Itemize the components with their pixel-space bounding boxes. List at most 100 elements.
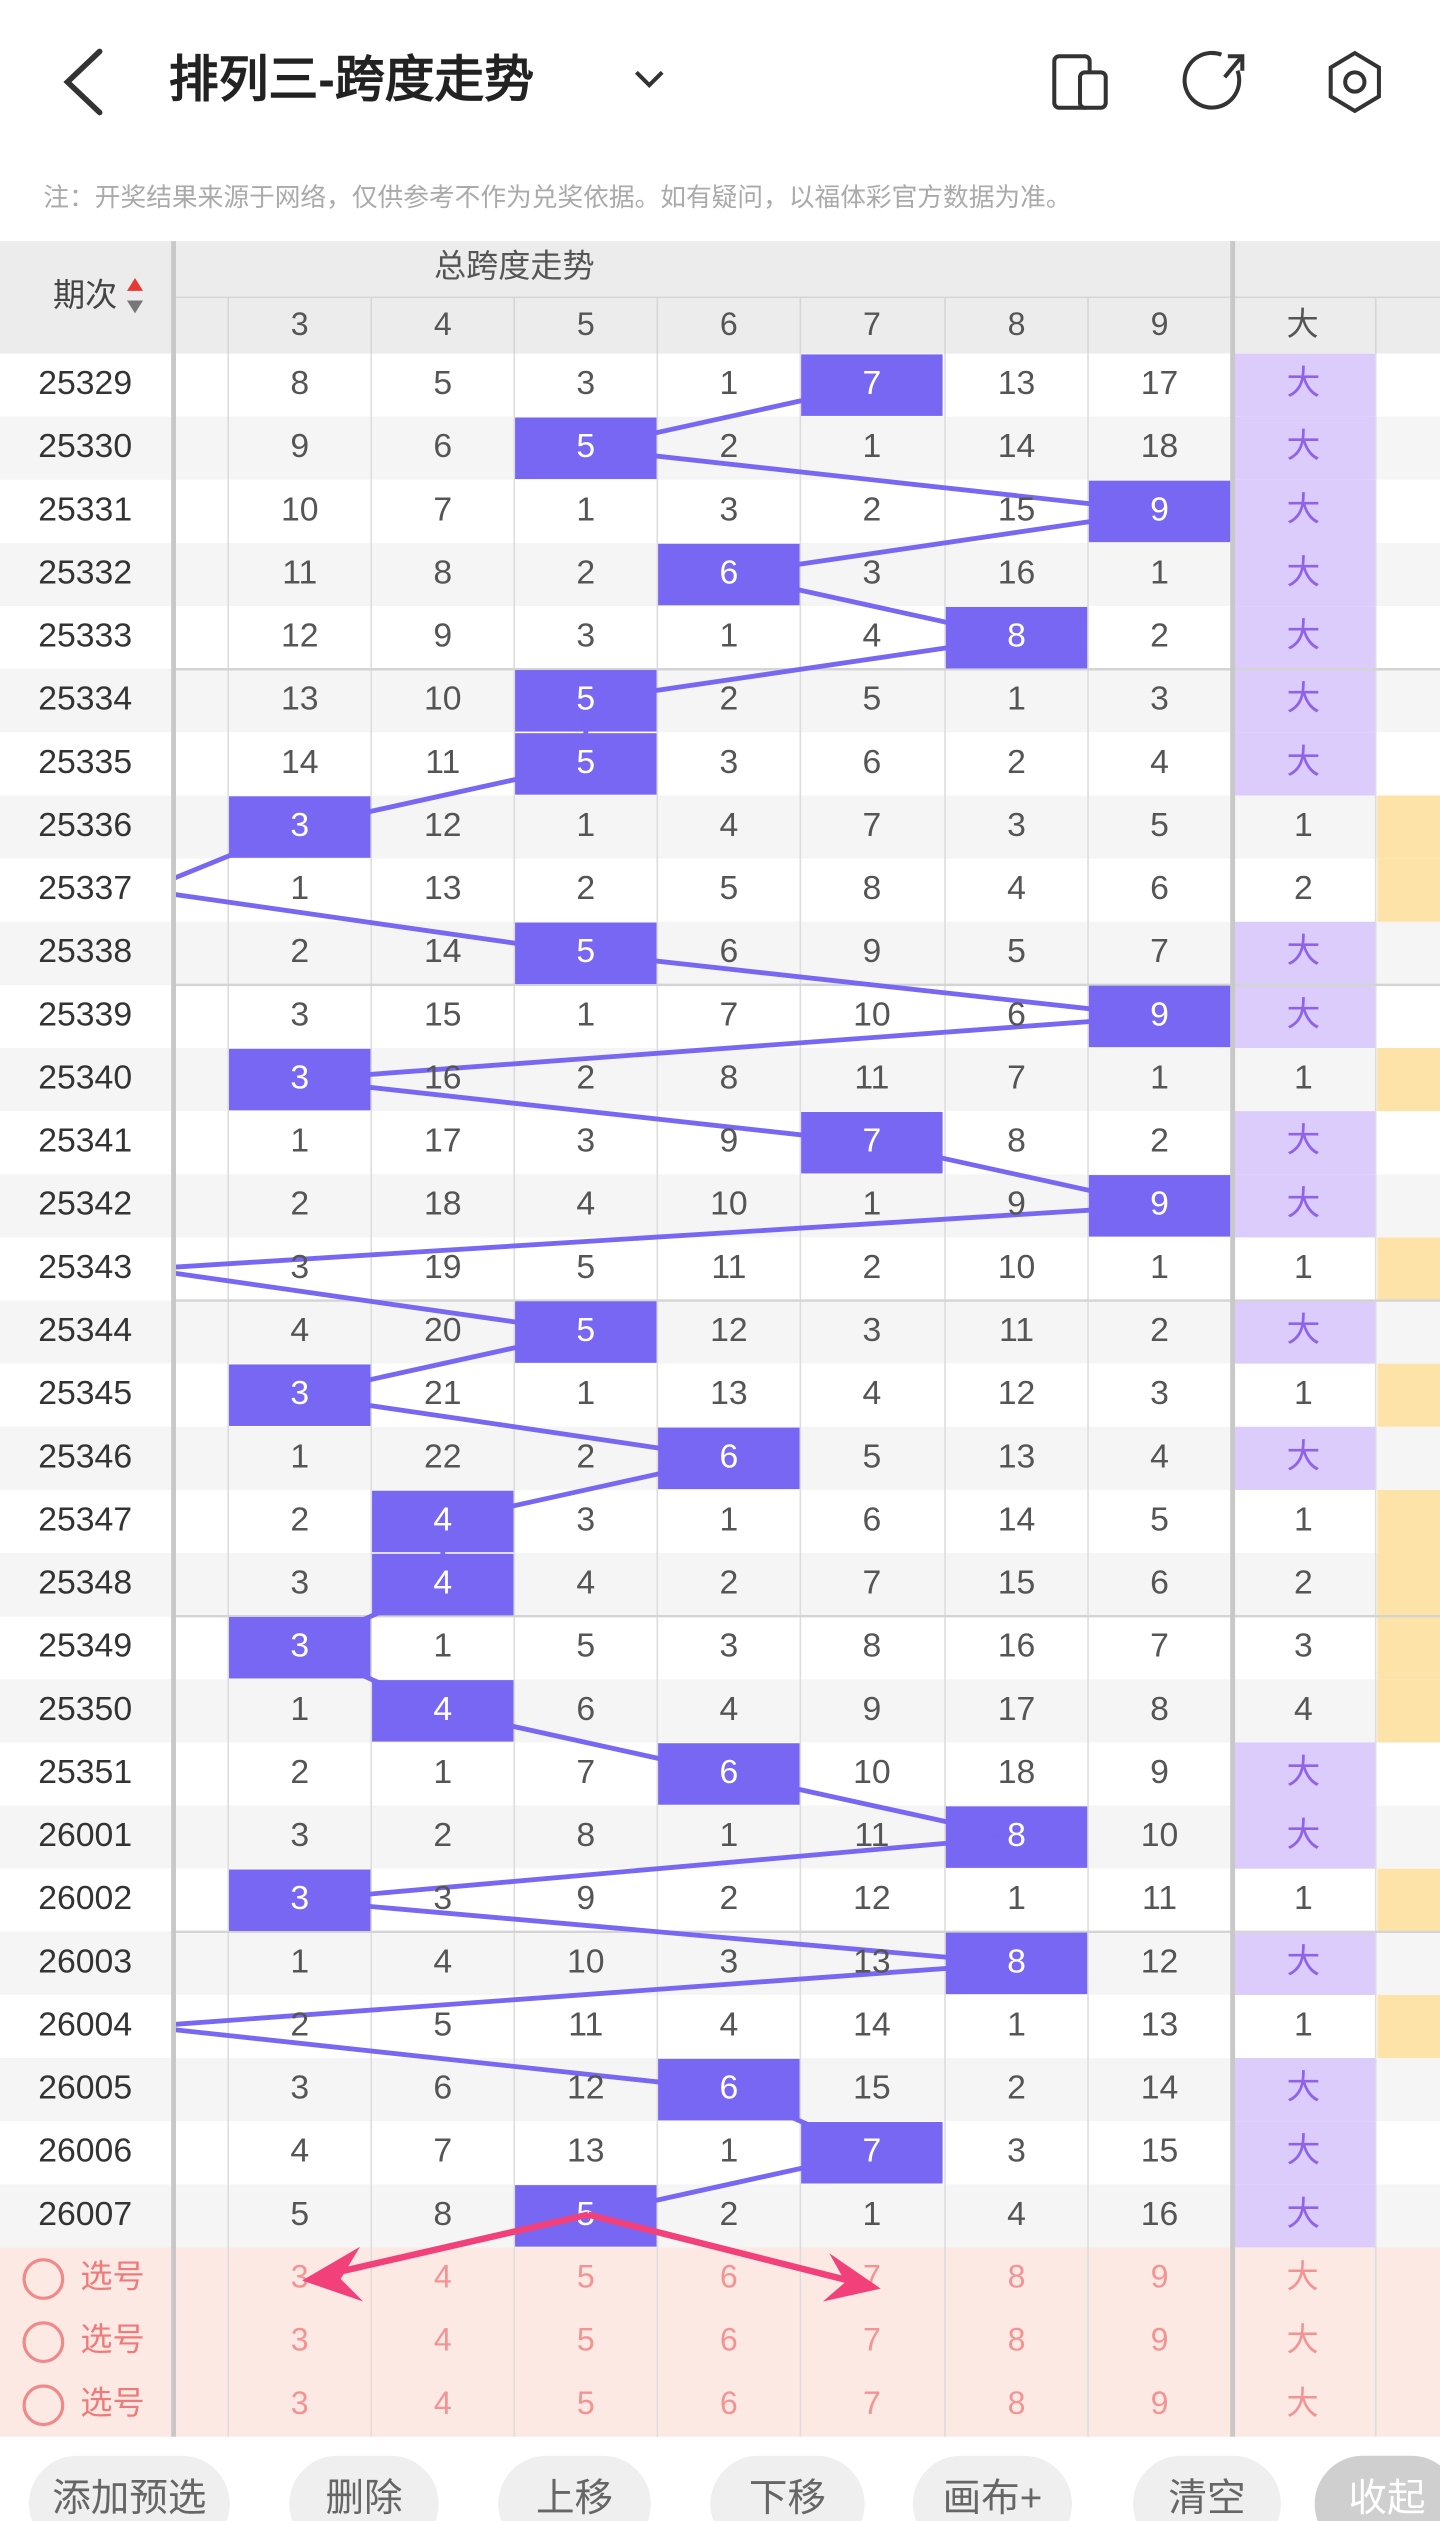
period-number: 25340 (38, 1058, 132, 1096)
back-button[interactable] (63, 48, 103, 116)
trend-segment (298, 1582, 444, 1650)
hit-value: 3 (290, 1627, 309, 1665)
size-value: 大 (1287, 680, 1321, 718)
size-cell-bg (1231, 2121, 1376, 2185)
period-header[interactable]: 期次 (53, 277, 117, 313)
trend-segment (298, 1645, 444, 1714)
dropdown-toggle[interactable] (635, 70, 664, 89)
toolbar-button[interactable] (912, 2455, 1072, 2521)
omission-value: 8 (1007, 1122, 1026, 1160)
omission-value: 3 (290, 995, 309, 1033)
toolbar-button[interactable] (1133, 2455, 1281, 2521)
hit-value: 5 (576, 427, 595, 465)
omission-value: 3 (862, 1311, 881, 1349)
hit-value: 8 (1007, 1816, 1026, 1854)
sort-icon (126, 300, 144, 314)
row-bg (0, 1553, 1440, 1617)
omission-value: 14 (853, 2005, 891, 2043)
next-cell-bg (1377, 1616, 1440, 1680)
omission-value: 2 (576, 553, 595, 591)
pick-radio[interactable] (22, 2258, 65, 2300)
omission-value: 1 (862, 1185, 881, 1223)
omission-value: 7 (1150, 1627, 1169, 1665)
row-bg (0, 1489, 1440, 1554)
omission-value: 1 (862, 427, 881, 465)
omission-value: 1 (1150, 1248, 1169, 1286)
period-number: 25329 (38, 364, 132, 402)
omission-value: 1 (719, 2132, 738, 2170)
omission-value: 1 (576, 995, 595, 1033)
omission-value: 15 (998, 1564, 1036, 1602)
pick-label: 选号 (80, 2385, 144, 2421)
column-header: 4 (434, 306, 452, 342)
omission-value: 3 (1150, 1374, 1169, 1412)
omission-value: 1 (1150, 553, 1169, 591)
omission-value: 6 (862, 1500, 881, 1538)
omission-value: 8 (719, 1058, 738, 1096)
omission-value: 10 (567, 1942, 605, 1980)
omission-value: 2 (719, 1879, 738, 1917)
omission-value: 22 (424, 1437, 462, 1475)
size-cell-bg (1231, 1111, 1376, 1175)
size-value: 大 (1287, 1942, 1321, 1980)
omission-value: 16 (998, 1627, 1036, 1665)
button-label: 画布+ (943, 2477, 1043, 2520)
period-number: 25335 (38, 743, 132, 781)
size-cell-bg (1231, 606, 1376, 670)
row-bg (0, 921, 1440, 985)
period-number: 25333 (38, 617, 132, 655)
toolbar-button[interactable] (710, 2455, 865, 2521)
omission-value: 13 (281, 680, 319, 718)
omission-value: 8 (1150, 1690, 1169, 1728)
omission-value: 11 (999, 1311, 1034, 1349)
settings-icon[interactable] (1328, 50, 1381, 114)
omission-value: 3 (1007, 806, 1026, 844)
trend-segment (173, 891, 587, 956)
omission-value: 3 (719, 1942, 738, 1980)
omission-value: 8 (290, 364, 309, 402)
trend-segment (299, 1014, 1160, 1082)
period-bg (0, 479, 172, 543)
size-cell-bg (1231, 1805, 1376, 1869)
toolbar-button[interactable] (498, 2455, 651, 2521)
omission-value: 2 (1150, 1122, 1169, 1160)
hit-value: 8 (1007, 617, 1026, 655)
size-value: 1 (1294, 1879, 1313, 1917)
omission-value: 3 (719, 743, 738, 781)
size-value: 1 (1294, 2005, 1313, 2043)
omission-value: 10 (853, 995, 891, 1033)
period-bg (0, 1174, 172, 1238)
pick-radio[interactable] (22, 2321, 65, 2364)
omission-value: 12 (853, 1879, 891, 1917)
omission-value: 1 (1007, 2005, 1026, 2043)
toolbar-button[interactable] (28, 2455, 230, 2521)
omission-value: 11 (282, 553, 317, 591)
toolbar-button[interactable] (289, 2455, 439, 2521)
omission-value: 14 (281, 743, 319, 781)
toolbar-button[interactable] (1314, 2455, 1440, 2521)
omission-value: 2 (1150, 1311, 1169, 1349)
pick-radio[interactable] (22, 2384, 65, 2427)
size-value: 2 (1294, 869, 1313, 907)
pick-cell: 8 (1008, 2258, 1026, 2294)
period-number: 25341 (38, 1122, 132, 1160)
hit-value: 4 (433, 1500, 452, 1538)
omission-value: 6 (576, 1690, 595, 1728)
share-icon[interactable] (1182, 50, 1245, 110)
period-bg (0, 1363, 172, 1427)
omission-value: 3 (719, 1627, 738, 1665)
hit-value: 9 (1150, 995, 1169, 1033)
period-bg (0, 1616, 172, 1680)
period-number: 26003 (38, 1942, 132, 1980)
size-cell-bg (1231, 669, 1376, 733)
omission-value: 3 (576, 617, 595, 655)
omission-value: 1 (719, 617, 738, 655)
omission-value: 5 (290, 2195, 309, 2233)
omission-value: 11 (711, 1248, 746, 1286)
trend-segment (299, 761, 587, 830)
omission-value: 9 (719, 1122, 738, 1160)
pick-cell: 9 (1151, 2385, 1169, 2421)
period-number: 26007 (38, 2195, 132, 2233)
omission-value: 7 (719, 995, 738, 1033)
page-title: 排列三-跨度走势 (169, 52, 534, 108)
